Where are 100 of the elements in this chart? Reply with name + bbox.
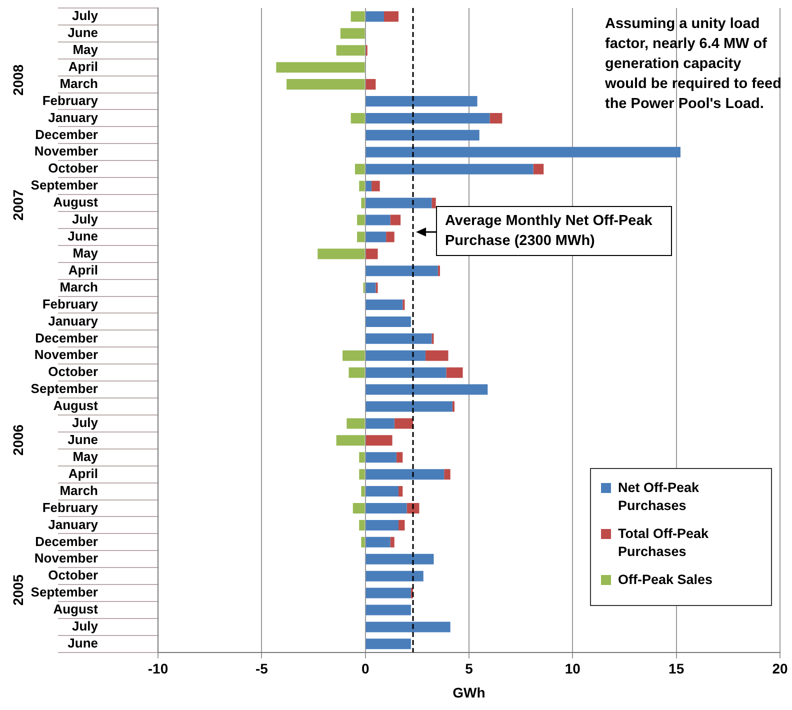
y-tick-label: September [30, 381, 98, 396]
y-tick-label: May [72, 245, 99, 260]
bar [366, 350, 426, 361]
y-tick-label: December [35, 330, 98, 346]
bar [366, 452, 396, 463]
y-tick-label: July [72, 618, 99, 634]
bar [384, 11, 399, 22]
bar [425, 350, 448, 361]
bar [533, 164, 544, 174]
bar [366, 164, 534, 174]
bar [398, 486, 403, 497]
y-tick-label: May [72, 42, 99, 57]
y-tick-label: August [53, 602, 99, 617]
bar [366, 214, 390, 226]
bar [336, 45, 365, 56]
y-tick-label: September [30, 584, 98, 600]
bar [359, 469, 365, 480]
y-tick-label: June [68, 228, 98, 244]
y-tick-label: June [68, 25, 98, 40]
bar [394, 418, 414, 429]
legend-label: Net Off-Peak Purchases [618, 479, 700, 515]
bar [396, 452, 403, 463]
bar [359, 180, 365, 192]
x-tick-label: -10 [148, 660, 168, 677]
bar [340, 28, 365, 39]
y-tick-label: March [60, 279, 98, 294]
bar [366, 418, 394, 429]
text: 2006 [10, 424, 26, 456]
bar [366, 435, 392, 446]
y-tick-label: October [48, 568, 98, 583]
y-tick-label: April [68, 58, 98, 74]
annotation: Assuming a unity load factor, nearly 6.4 MW of generation capacity would be required to feed the Power Pool's Load. [605, 15, 782, 114]
bar [432, 198, 436, 208]
bar [359, 452, 365, 463]
bar [366, 146, 680, 158]
bar [352, 503, 365, 514]
x-tick-label: -5 [255, 660, 268, 677]
bar [390, 536, 394, 548]
bar [366, 604, 411, 616]
bar [398, 520, 405, 530]
bar [366, 520, 399, 530]
bar [366, 112, 490, 124]
bar [366, 300, 403, 310]
y-tick-label: April [68, 466, 98, 481]
y-tick-label: May [72, 448, 99, 464]
bar [366, 536, 390, 548]
text: 2005 [10, 574, 26, 606]
y-tick-label: June [68, 636, 98, 650]
bar [366, 622, 450, 632]
bar [490, 112, 502, 124]
bar [348, 367, 365, 378]
text: 2008 [10, 64, 26, 96]
bar [366, 180, 372, 192]
bar [390, 214, 401, 226]
legend-label: Off-Peak Sales [618, 571, 713, 589]
bar [446, 367, 463, 378]
y-tick-label: March [60, 76, 98, 91]
bar [372, 180, 380, 192]
bar [366, 554, 434, 564]
bar [350, 112, 365, 124]
bar [444, 469, 450, 480]
bar [366, 638, 411, 650]
y-tick-label: November [34, 550, 98, 566]
y-tick-label: March [60, 482, 98, 498]
x-tick-label: 5 [465, 660, 474, 677]
bar [354, 164, 365, 174]
y-tick-label: February [42, 296, 99, 312]
y-tick-label: October [48, 160, 98, 176]
y-tick-label: July [72, 415, 99, 430]
bar [366, 232, 386, 242]
bar [361, 536, 365, 548]
bar [366, 503, 407, 514]
bar [366, 367, 446, 378]
bar [366, 316, 411, 327]
bar [366, 588, 411, 598]
bar [366, 266, 438, 276]
bar [366, 570, 424, 582]
bar [336, 435, 365, 446]
y-tick-label: January [48, 516, 99, 532]
y-tick-label: August [53, 194, 99, 210]
y-tick-label: November [34, 347, 98, 362]
bar [286, 79, 365, 90]
y-tick-label: July [72, 212, 99, 227]
bar [366, 384, 488, 395]
x-tick-label: 0 [361, 660, 370, 677]
ref-line-label: Average Monthly Net Off-Peak Purchase (2300 MWh) [436, 206, 672, 256]
bar [366, 401, 452, 412]
y-tick-label: February [42, 92, 99, 108]
y-tick-label: August [53, 398, 99, 414]
bar [366, 11, 384, 22]
y-tick-label: December [35, 534, 98, 549]
bar [357, 232, 365, 242]
y-tick-label: January [48, 110, 99, 125]
y-tick-label: October [48, 364, 98, 380]
text: 2007 [10, 189, 26, 221]
bar [366, 248, 378, 260]
bar [276, 62, 365, 73]
bar [361, 198, 365, 208]
y-tick-label: November [34, 144, 98, 159]
bar [361, 486, 365, 497]
